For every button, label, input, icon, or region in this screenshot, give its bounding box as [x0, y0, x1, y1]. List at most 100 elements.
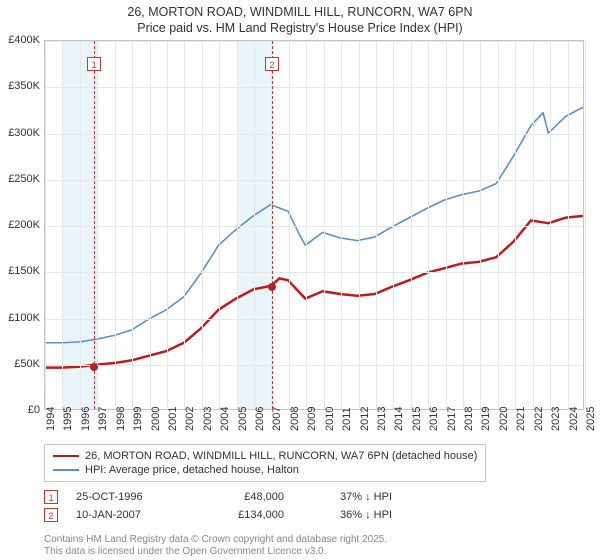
title-block: 26, MORTON ROAD, WINDMILL HILL, RUNCORN,… — [0, 0, 600, 37]
gridline-v — [341, 41, 342, 409]
gridline-h — [45, 319, 583, 320]
footer-line1: Contains HM Land Registry data © Crown c… — [44, 534, 387, 546]
sale-diff: 37% ↓ HPI — [302, 491, 392, 503]
xtick-label: 2002 — [184, 407, 188, 431]
sale-row: 210-JAN-2007£134,00036% ↓ HPI — [44, 506, 584, 524]
ytick-label: £0 — [0, 404, 44, 416]
xtick-label: 2008 — [289, 407, 293, 431]
xtick-label: 2015 — [411, 407, 415, 431]
ytick-label: £300K — [0, 127, 44, 139]
legend-label: 26, MORTON ROAD, WINDMILL HILL, RUNCORN,… — [85, 450, 477, 462]
gridline-v — [184, 41, 185, 409]
gridline-v — [446, 41, 447, 409]
sale-row-marker: 1 — [44, 490, 58, 504]
xtick-label: 2012 — [359, 407, 363, 431]
gridline-v — [202, 41, 203, 409]
gridline-v — [132, 41, 133, 409]
gridline-h — [45, 134, 583, 135]
sale-row-marker: 2 — [44, 508, 58, 522]
xtick-label: 1994 — [45, 407, 49, 431]
xtick-label: 2022 — [533, 407, 537, 431]
xtick-label: 2000 — [150, 407, 154, 431]
gridline-v — [306, 41, 307, 409]
ytick-label: £50K — [0, 358, 44, 370]
legend-label: HPI: Average price, detached house, Halt… — [85, 464, 299, 476]
gridline-v — [115, 41, 116, 409]
xtick-label: 2007 — [271, 407, 275, 431]
gridline-v — [568, 41, 569, 409]
xtick-label: 2017 — [446, 407, 450, 431]
gridline-h — [45, 365, 583, 366]
sale-marker-label: 2 — [265, 57, 279, 71]
xtick-label: 1996 — [80, 407, 84, 431]
gridline-h — [45, 180, 583, 181]
sale-date: 10-JAN-2007 — [76, 509, 186, 521]
gridline-v — [533, 41, 534, 409]
xtick-label: 1995 — [62, 407, 66, 431]
sale-marker-dot — [90, 363, 98, 371]
ytick-label: £200K — [0, 219, 44, 231]
gridline-v — [515, 41, 516, 409]
gridline-v — [150, 41, 151, 409]
gridline-v — [62, 41, 63, 409]
gridline-h — [45, 226, 583, 227]
gridline-v — [97, 41, 98, 409]
gridline-v — [550, 41, 551, 409]
gridline-v — [45, 41, 46, 409]
ytick-label: £350K — [0, 80, 44, 92]
sale-marker-label: 1 — [87, 57, 101, 71]
sale-marker-dot — [268, 283, 276, 291]
gridline-h — [45, 41, 583, 42]
legend-and-data: 26, MORTON ROAD, WINDMILL HILL, RUNCORN,… — [44, 444, 584, 524]
series-svg — [45, 41, 583, 409]
xtick-label: 2011 — [341, 407, 345, 431]
ytick-label: £250K — [0, 173, 44, 185]
chart-container: 26, MORTON ROAD, WINDMILL HILL, RUNCORN,… — [0, 0, 600, 560]
gridline-h — [45, 272, 583, 273]
xtick-label: 1998 — [115, 407, 119, 431]
xtick-label: 2010 — [324, 407, 328, 431]
xtick-label: 2018 — [463, 407, 467, 431]
legend-box: 26, MORTON ROAD, WINDMILL HILL, RUNCORN,… — [44, 444, 486, 482]
xtick-label: 2016 — [428, 407, 432, 431]
ytick-label: £100K — [0, 312, 44, 324]
gridline-v — [480, 41, 481, 409]
xtick-label: 2025 — [585, 407, 589, 431]
xtick-label: 2003 — [202, 407, 206, 431]
xtick-label: 2006 — [254, 407, 258, 431]
xtick-label: 2001 — [167, 407, 171, 431]
gridline-v — [237, 41, 238, 409]
gridline-v — [167, 41, 168, 409]
ytick-label: £150K — [0, 265, 44, 277]
xtick-label: 2024 — [568, 407, 572, 431]
gridline-v — [376, 41, 377, 409]
gridline-v — [463, 41, 464, 409]
xtick-label: 2004 — [219, 407, 223, 431]
title-line2: Price paid vs. HM Land Registry's House … — [0, 20, 600, 36]
sales-table: 1 25-OCT-1996 £48,000 37% ↓ HPI 2 10-JAN-2007… — [44, 488, 584, 524]
sale-diff: 36% ↓ HPI — [302, 509, 392, 521]
ytick-label: £400K — [0, 34, 44, 46]
xtick-label: 2023 — [550, 407, 554, 431]
gridline-v — [289, 41, 290, 409]
gridline-v — [393, 41, 394, 409]
title-line1: 26, MORTON ROAD, WINDMILL HILL, RUNCORN,… — [0, 4, 600, 20]
gridline-h — [45, 87, 583, 88]
legend-row: HPI: Average price, detached house, Halt… — [53, 463, 477, 477]
series-hpi — [45, 107, 583, 343]
gridline-v — [324, 41, 325, 409]
chart-area: 1994199519961997199819992000200120022003… — [44, 40, 584, 410]
gridline-v — [359, 41, 360, 409]
gridline-v — [254, 41, 255, 409]
xtick-label: 2009 — [306, 407, 310, 431]
legend-row: 26, MORTON ROAD, WINDMILL HILL, RUNCORN,… — [53, 449, 477, 463]
sale-price: £48,000 — [204, 491, 284, 503]
xtick-label: 1997 — [97, 407, 101, 431]
xtick-label: 2014 — [393, 407, 397, 431]
gridline-v — [219, 41, 220, 409]
sale-date: 25-OCT-1996 — [76, 491, 186, 503]
legend-swatch — [53, 455, 79, 457]
gridline-v — [498, 41, 499, 409]
gridline-v — [411, 41, 412, 409]
footer-line2: This data is licensed under the Open Gov… — [44, 546, 387, 558]
